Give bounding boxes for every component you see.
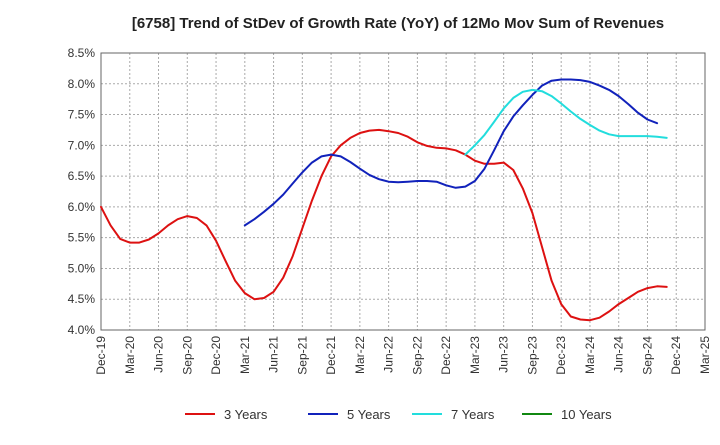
legend-label-7-years: 7 Years: [451, 407, 495, 422]
y-tick-label: 8.0%: [68, 77, 96, 91]
x-tick-label: Mar-20: [123, 336, 137, 374]
x-tick-label: Dec-21: [324, 336, 338, 375]
axis-layer: 4.0% 4.5% 5.0% 5.5% 6.0% 6.5% 7.0% 7.5% 8.0% 8.5%…: [68, 46, 712, 375]
x-tick-label: Sep-22: [410, 336, 424, 375]
x-tick-label: Dec-20: [209, 336, 223, 375]
series-line-3-years: [100, 128, 668, 322]
x-tick-label: Sep-21: [295, 336, 309, 375]
series-layer: [100, 78, 668, 322]
x-tick-label: Mar-23: [468, 336, 482, 374]
series-line-5-years: [243, 78, 659, 227]
x-tick-label: Dec-23: [554, 336, 568, 375]
x-tick-label: Sep-24: [640, 336, 654, 375]
x-tick-label: Jun-22: [382, 336, 396, 373]
x-tick-label: Sep-23: [525, 336, 539, 375]
legend-label-3-years: 3 Years: [224, 407, 268, 422]
y-tick-label: 4.0%: [68, 323, 96, 337]
y-tick-label: 4.5%: [68, 292, 96, 306]
y-tick-label: 7.5%: [68, 108, 96, 122]
x-tick-label: Jun-23: [497, 336, 511, 373]
x-tick-label: Sep-20: [180, 336, 194, 375]
chart-title: [6758] Trend of StDev of Growth Rate (Yo…: [132, 15, 664, 32]
series-line-7-years: [464, 88, 668, 156]
y-tick-label: 7.0%: [68, 138, 96, 152]
x-tick-label: Mar-24: [583, 336, 597, 374]
x-tick-label: Mar-22: [353, 336, 367, 374]
y-tick-label: 5.0%: [68, 261, 96, 275]
y-tick-label: 6.5%: [68, 169, 96, 183]
plot-border: [100, 52, 706, 331]
x-tick-label: Dec-22: [439, 336, 453, 375]
x-tick-label: Dec-19: [94, 336, 108, 375]
legend-label-10-years: 10 Years: [561, 407, 612, 422]
x-tick-label: Jun-21: [267, 336, 281, 373]
y-tick-label: 5.5%: [68, 231, 96, 245]
legend-label-5-years: 5 Years: [347, 407, 391, 422]
plot-area: [101, 53, 705, 330]
y-tick-label: 6.0%: [68, 200, 96, 214]
x-tick-label: Jun-20: [152, 336, 166, 373]
x-tick-label: Jun-24: [612, 336, 626, 373]
x-tick-label: Mar-21: [238, 336, 252, 374]
y-tick-label: 8.5%: [68, 46, 96, 60]
legend: 3 Years 5 Years 7 Years 10 Years: [185, 407, 612, 422]
x-tick-label: Mar-25: [698, 336, 712, 374]
x-tick-label: Dec-24: [669, 336, 683, 375]
grid-layer: [100, 52, 706, 331]
